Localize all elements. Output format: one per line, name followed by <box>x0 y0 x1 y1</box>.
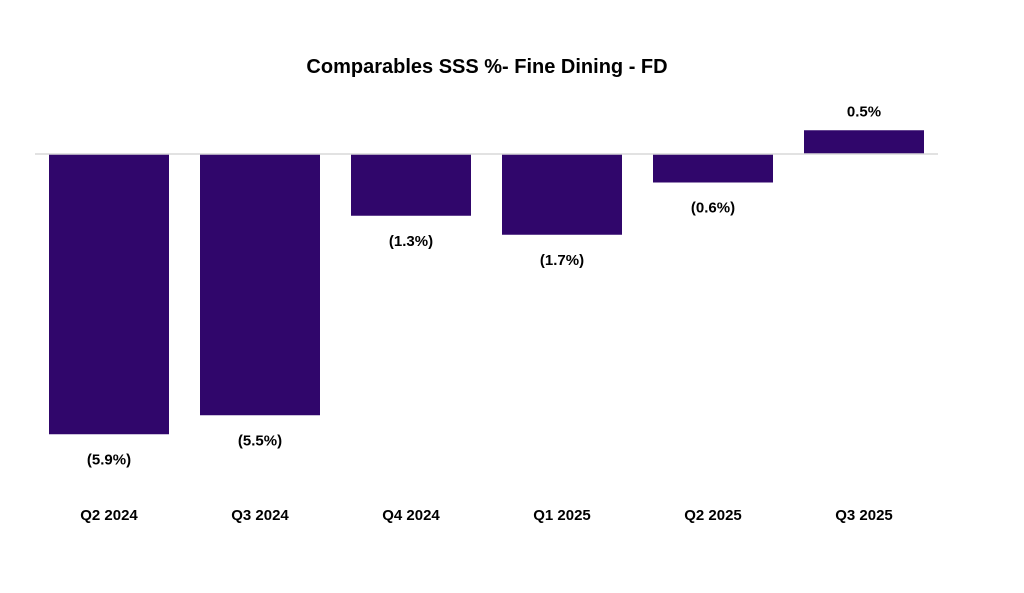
data-label: (1.3%) <box>389 233 433 250</box>
data-label: (5.9%) <box>87 451 131 468</box>
data-label: (1.7%) <box>540 252 584 269</box>
bar-q3-2025 <box>804 130 924 154</box>
category-label: Q2 2024 <box>80 507 138 524</box>
category-label: Q4 2024 <box>382 507 440 524</box>
data-label: (0.6%) <box>691 200 735 217</box>
bar-q1-2025 <box>502 154 622 235</box>
bar-q2-2025 <box>653 154 773 183</box>
chart-title: Comparables SSS %- Fine Dining - FD <box>306 56 668 78</box>
data-label: (5.5%) <box>238 432 282 449</box>
data-label: 0.5% <box>847 103 881 120</box>
category-label: Q3 2024 <box>231 507 289 524</box>
category-label: Q3 2025 <box>835 507 893 524</box>
category-label: Q1 2025 <box>533 507 591 524</box>
bar-q4-2024 <box>351 154 471 216</box>
category-label: Q2 2025 <box>684 507 742 524</box>
bar-q3-2024 <box>200 154 320 416</box>
bar-q2-2024 <box>49 154 169 435</box>
